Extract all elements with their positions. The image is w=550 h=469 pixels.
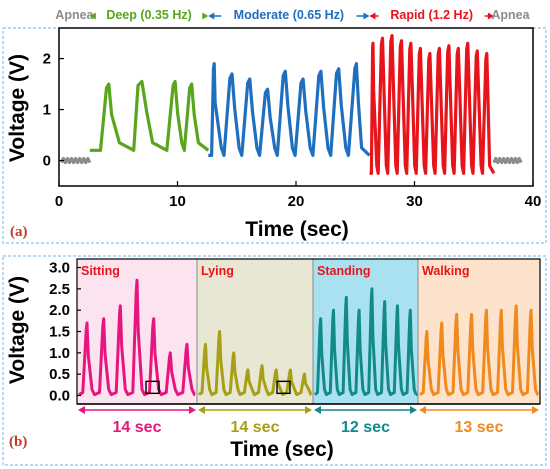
phase-label-bg bbox=[95, 6, 203, 22]
phase-label-bg bbox=[494, 6, 527, 22]
series-a-2 bbox=[208, 62, 371, 157]
y-tick-label-b: 2.5 bbox=[49, 281, 70, 298]
phase-label-bg bbox=[221, 6, 357, 22]
arrow-head-left bbox=[369, 12, 376, 20]
panel-label-b: (b) bbox=[9, 434, 27, 450]
arrow-head-right bbox=[363, 12, 370, 20]
duration-label: 14 sec bbox=[113, 419, 162, 436]
arrow-head-right bbox=[189, 406, 196, 414]
x-axis-title-a: Time (sec) bbox=[245, 218, 349, 241]
arrow-head-left bbox=[208, 12, 215, 20]
arrow-head-right bbox=[487, 12, 494, 20]
y-tick-label-b: 1.0 bbox=[49, 345, 70, 362]
series-a bbox=[59, 34, 523, 175]
series-standing bbox=[314, 287, 418, 397]
arrow-head-left bbox=[198, 406, 205, 414]
series-a-0 bbox=[59, 156, 92, 165]
series-walking bbox=[419, 304, 540, 397]
zoom-marker-sitting bbox=[145, 380, 160, 395]
phase-0: Apnea bbox=[55, 6, 95, 22]
arrow-head-left bbox=[314, 406, 321, 414]
arrow-head-right bbox=[410, 406, 417, 414]
axes-b: 0.0 0.5 1.0 1.5 2.0 2.5 3.0 bbox=[49, 260, 540, 405]
activity-label: Lying bbox=[201, 264, 234, 278]
series-lying bbox=[198, 330, 313, 397]
series-a-4 bbox=[492, 156, 523, 165]
phase-3: Rapid (1.2 Hz) bbox=[369, 6, 494, 22]
panel-a: Apnea Deep (0.35 Hz) Moderate (0.65 Hz) Rap… bbox=[2, 6, 547, 244]
phase-label: Rapid (1.2 Hz) bbox=[390, 8, 473, 22]
arrow-head-left bbox=[78, 406, 85, 414]
series-sitting bbox=[78, 278, 196, 397]
x-tick-label-a: 20 bbox=[288, 193, 305, 210]
arrow-head-right bbox=[202, 12, 209, 20]
series-b bbox=[78, 278, 540, 397]
y-tick-label-b: 1.5 bbox=[49, 324, 70, 341]
phase-4: Apnea bbox=[491, 6, 531, 22]
axes-a: 0 10 20 30 40 0 1 2 bbox=[43, 51, 542, 210]
phase-labels: Apnea Deep (0.35 Hz) Moderate (0.65 Hz) Rap… bbox=[55, 6, 531, 22]
phase-label-bg bbox=[60, 6, 89, 22]
duration-label: 14 sec bbox=[231, 419, 280, 436]
phase-label: Apnea bbox=[491, 8, 530, 22]
activity-label: Walking bbox=[422, 264, 469, 278]
arrow-head-right bbox=[305, 406, 312, 414]
panel-label-a: (a) bbox=[10, 224, 28, 240]
x-tick-label-a: 40 bbox=[525, 193, 542, 210]
zoom-marker-lying bbox=[276, 380, 291, 395]
duration-label: 13 sec bbox=[455, 419, 504, 436]
series-a-1 bbox=[89, 79, 210, 152]
y-axis-title-a: Voltage (V) bbox=[6, 54, 29, 162]
y-tick-label-b: 2.0 bbox=[49, 302, 70, 319]
phase-label: Apnea bbox=[55, 8, 94, 22]
x-tick-label-a: 30 bbox=[406, 193, 423, 210]
arrow-head-left bbox=[89, 12, 96, 20]
y-tick-label-a: 0 bbox=[43, 153, 51, 170]
panel-b-frame bbox=[2, 255, 547, 466]
arrow-head-right bbox=[532, 406, 539, 414]
y-tick-label-b: 0.5 bbox=[49, 366, 70, 383]
x-tick-label-a: 0 bbox=[55, 193, 63, 210]
phase-2: Moderate (0.65 Hz) bbox=[208, 6, 370, 22]
arrow-head-left bbox=[419, 406, 426, 414]
activity-bg-lying bbox=[197, 259, 313, 404]
duration-label: 12 sec bbox=[341, 419, 390, 436]
activity-label: Standing bbox=[317, 264, 370, 278]
series-a-3 bbox=[369, 34, 496, 175]
duration-annotations: 14 sec 14 sec 12 sec 13 sec bbox=[78, 406, 539, 436]
x-tick-label-a: 10 bbox=[169, 193, 186, 210]
y-axis-title-b: Voltage (V) bbox=[6, 276, 29, 384]
activity-bg-walking bbox=[418, 259, 540, 404]
y-tick-label-a: 2 bbox=[43, 51, 51, 68]
y-tick-label-b: 0.0 bbox=[49, 387, 70, 404]
x-axis-title-b: Time (sec) bbox=[230, 438, 334, 461]
y-tick-label-b: 3.0 bbox=[49, 260, 70, 277]
phase-label: Moderate (0.65 Hz) bbox=[234, 8, 344, 22]
activity-label: Sitting bbox=[81, 264, 120, 278]
phase-label-bg bbox=[378, 6, 485, 22]
phase-1: Deep (0.35 Hz) bbox=[89, 6, 209, 22]
y-tick-label-a: 1 bbox=[43, 102, 51, 119]
panel-b: Sitting Lying Standing Walking 0.0 0.5 1.0 1.5… bbox=[2, 255, 547, 466]
phase-label: Deep (0.35 Hz) bbox=[106, 8, 191, 22]
